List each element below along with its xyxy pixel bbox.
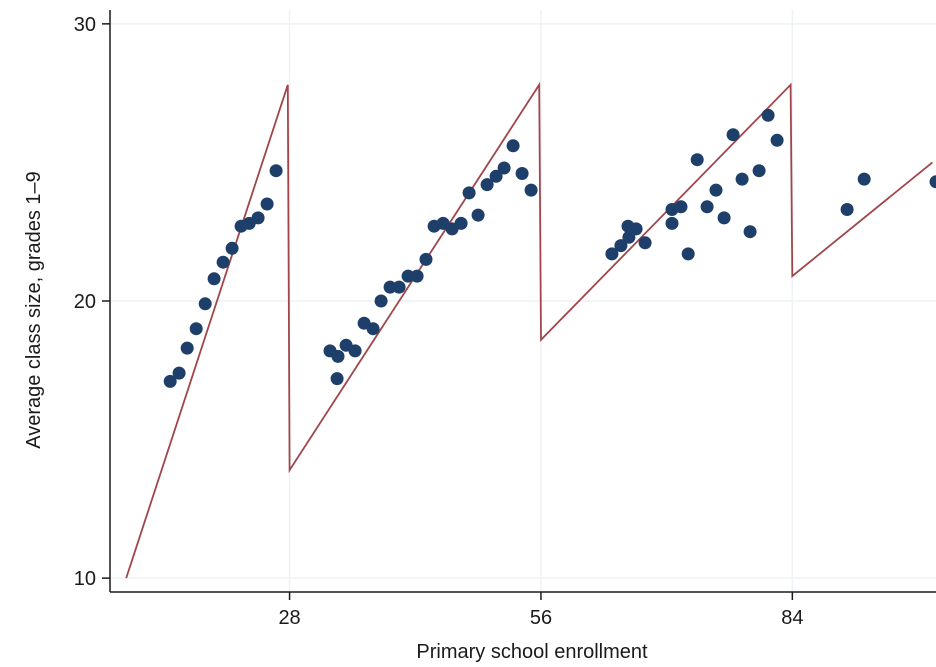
x-tick-label: 56 — [530, 607, 552, 629]
scatter-point — [497, 161, 511, 175]
scatter-points-series — [163, 108, 936, 388]
scatter-point — [163, 374, 177, 388]
scatter-point — [752, 164, 766, 178]
y-tick-label: 10 — [74, 568, 96, 590]
scatter-point — [251, 211, 265, 225]
y-axis-title: Average class size, grades 1–9 — [23, 171, 45, 449]
scatter-point — [605, 247, 619, 261]
y-tick-label: 30 — [74, 14, 96, 36]
scatter-point — [735, 172, 749, 186]
scatter-point — [401, 269, 415, 283]
scatter-point — [515, 167, 529, 180]
ticks: 10 20 30 28 56 84 — [74, 14, 804, 629]
scatter-point — [761, 108, 775, 122]
x-tick-label: 84 — [781, 607, 803, 629]
scatter-point — [770, 133, 784, 147]
scatter-point — [366, 322, 380, 336]
fitted-line-series — [125, 81, 933, 579]
scatter-point — [743, 225, 757, 239]
x-tick-label: 28 — [278, 607, 300, 629]
scatter-point — [189, 322, 203, 336]
scatter-point — [674, 200, 688, 214]
scatter-point — [348, 344, 362, 358]
scatter-point — [330, 372, 344, 386]
scatter-point — [726, 128, 740, 142]
scatter-point — [709, 183, 723, 197]
scatter-point — [489, 169, 503, 183]
scatter-point — [207, 272, 221, 286]
scatter-point — [419, 252, 433, 266]
scatter-point — [462, 186, 476, 200]
scatter-point — [506, 139, 520, 153]
scatter-point — [454, 216, 468, 230]
scatter-point — [700, 200, 714, 214]
scatter-point — [172, 366, 186, 380]
fitted-line — [125, 81, 933, 579]
scatter-point — [480, 178, 494, 192]
scatter-point — [269, 164, 283, 178]
scatter-point — [524, 183, 538, 197]
scatter-point — [198, 297, 212, 311]
scatter-point — [629, 222, 643, 236]
scatter-point — [383, 280, 397, 294]
x-axis-title: Primary school enrollment — [416, 641, 648, 663]
scatter-point — [471, 208, 485, 222]
scatter-point — [717, 211, 731, 225]
scatter-point — [681, 247, 695, 261]
scatter-point — [840, 203, 854, 216]
scatter-point — [331, 349, 345, 363]
scatter-point — [260, 197, 274, 211]
scatter-point — [665, 216, 679, 230]
scatter-point — [690, 153, 704, 167]
scatter-point — [410, 269, 424, 283]
scatter-point — [216, 255, 230, 269]
scatter-point — [929, 175, 936, 189]
scatter-point — [392, 280, 406, 294]
scatter-point — [374, 294, 388, 308]
scatter-point — [614, 239, 628, 253]
y-tick-label: 20 — [74, 291, 96, 313]
scatter-point — [638, 236, 652, 250]
scatter-point — [225, 241, 239, 255]
scatter-point — [180, 341, 194, 355]
scatter-point — [857, 172, 871, 186]
